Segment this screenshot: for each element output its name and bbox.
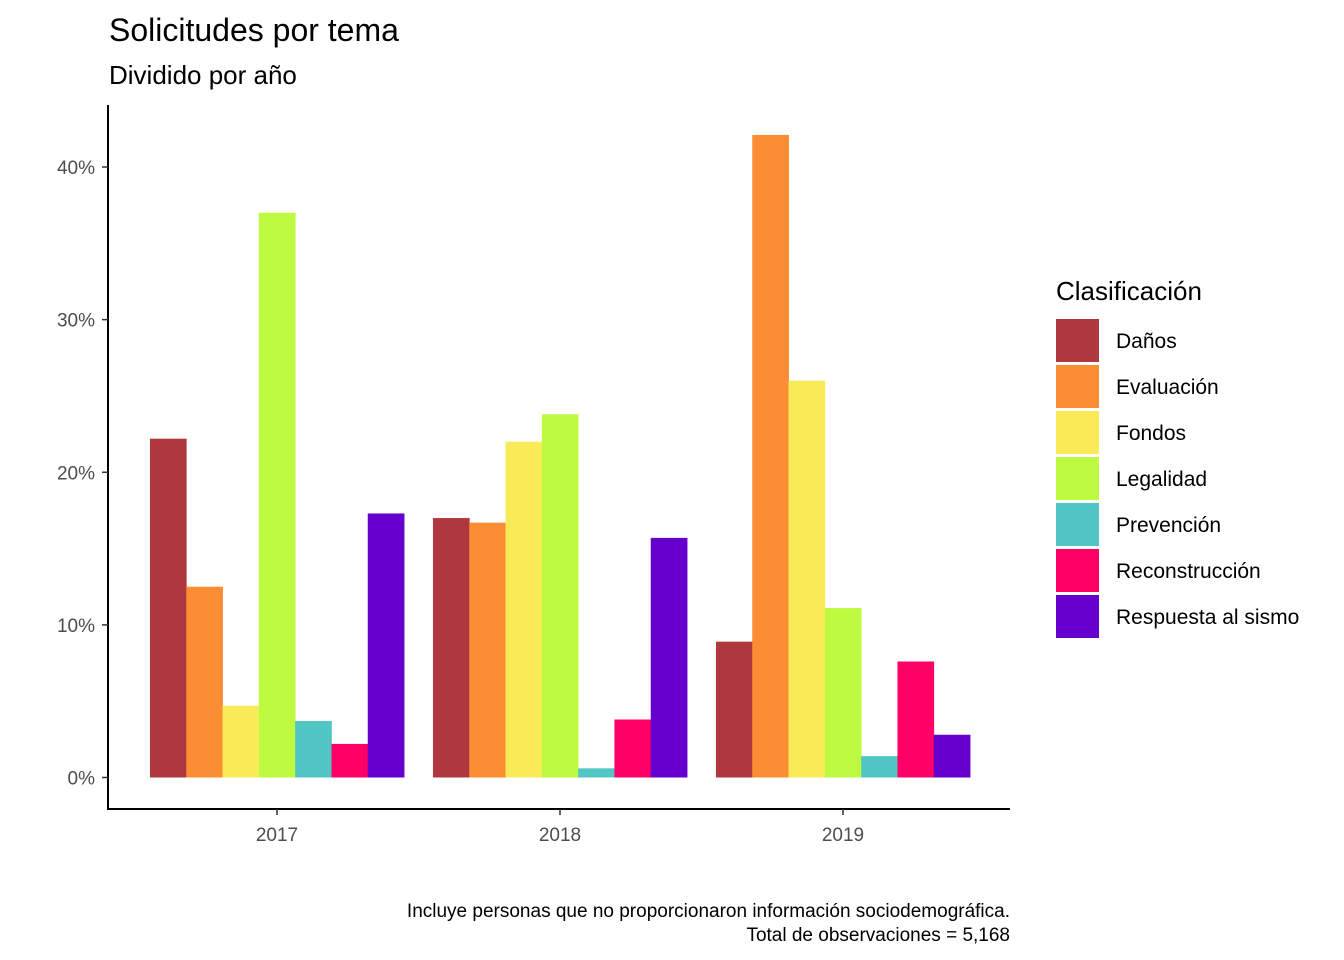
legend-label: Fondos <box>1116 422 1186 445</box>
axes-group: 0% 10% 20% 30% 40% 2017 2018 2019 <box>57 105 1010 846</box>
bar-2017-respuesta-al-sismo <box>367 513 405 778</box>
bars-group <box>149 134 971 778</box>
chart-subtitle: Dividido por año <box>109 60 297 90</box>
bar-2019-prevención <box>861 756 898 778</box>
bar-2019-respuesta-al-sismo <box>933 734 971 778</box>
bar-2018-prevención <box>578 768 615 778</box>
bar-2017-evaluación <box>186 586 223 778</box>
x-tick-label: 2017 <box>256 825 298 846</box>
bar-2019-daños <box>715 641 753 778</box>
caption-line-1: Incluye personas que no proporcionaron i… <box>407 901 1010 922</box>
legend-label: Legalidad <box>1116 468 1207 491</box>
bar-2017-legalidad <box>258 212 296 778</box>
bar-2018-evaluación <box>469 522 506 778</box>
legend-label: Reconstrucción <box>1116 560 1261 583</box>
legend-key <box>1056 365 1099 408</box>
chart-title: Solicitudes por tema <box>109 12 399 48</box>
bar-2017-fondos <box>222 705 260 778</box>
y-tick-label: 10% <box>57 616 95 637</box>
bar-2018-reconstrucción <box>614 719 652 778</box>
legend-key <box>1056 319 1099 362</box>
bar-2019-evaluación <box>752 134 789 778</box>
bar-2017-reconstrucción <box>331 743 369 778</box>
bar-2017-daños <box>149 438 187 778</box>
legend-key <box>1056 595 1099 638</box>
legend-label: Evaluación <box>1116 376 1219 399</box>
legend-key <box>1056 457 1099 500</box>
legend-key <box>1056 503 1099 546</box>
y-tick-label: 0% <box>68 769 96 790</box>
bar-2019-reconstrucción <box>897 661 935 778</box>
legend: Clasificación Daños Evaluación Fondos Legal… <box>1056 276 1299 638</box>
bar-2018-legalidad <box>541 414 579 778</box>
bar-2019-legalidad <box>824 608 862 778</box>
legend-label: Respuesta al sismo <box>1116 606 1299 629</box>
bar-2019-fondos <box>788 380 826 778</box>
legend-key <box>1056 411 1099 454</box>
legend-key <box>1056 549 1099 592</box>
bar-2017-prevención <box>295 721 332 778</box>
y-tick-label: 20% <box>57 463 95 484</box>
x-tick-label: 2018 <box>539 825 581 846</box>
x-tick-label: 2019 <box>822 825 864 846</box>
legend-title: Clasificación <box>1056 276 1202 306</box>
legend-label: Prevención <box>1116 514 1221 537</box>
caption-line-2: Total de observaciones = 5,168 <box>746 925 1010 946</box>
bar-2018-respuesta-al-sismo <box>650 537 688 778</box>
y-tick-label: 40% <box>57 158 95 179</box>
bar-2018-fondos <box>505 441 543 778</box>
legend-label: Daños <box>1116 330 1177 353</box>
y-tick-label: 30% <box>57 311 95 332</box>
bar-2018-daños <box>432 518 470 778</box>
